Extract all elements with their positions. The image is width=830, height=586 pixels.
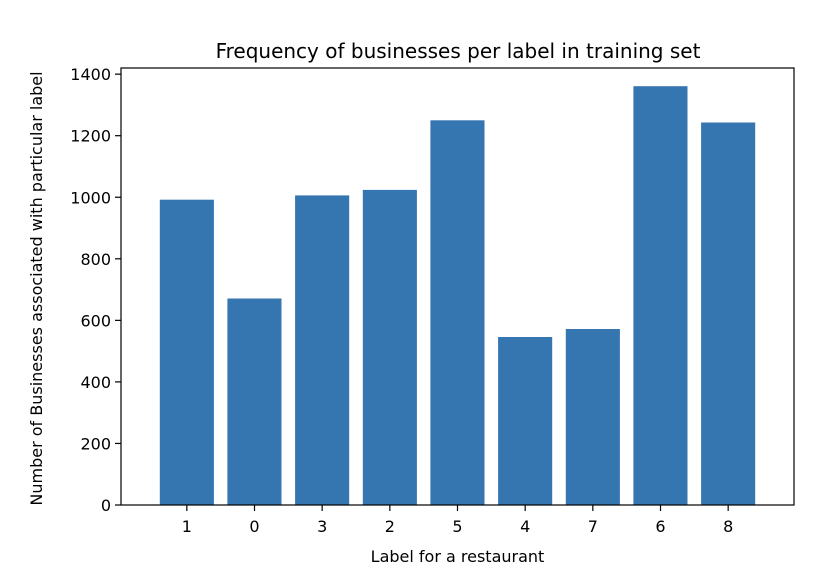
y-tick-label: 1200 xyxy=(70,127,111,146)
bar-label-7 xyxy=(565,329,620,505)
x-tick-label: 3 xyxy=(317,517,327,536)
bar-label-5 xyxy=(430,120,485,506)
bar-label-3 xyxy=(295,195,350,505)
y-tick-label: 1400 xyxy=(70,65,111,84)
y-tick-label: 400 xyxy=(80,373,111,392)
bar-label-4 xyxy=(498,337,553,505)
x-axis-label: Label for a restaurant xyxy=(371,547,545,566)
y-tick-label: 800 xyxy=(80,250,111,269)
bar-label-0 xyxy=(227,298,282,505)
y-tick-label: 1000 xyxy=(70,188,111,207)
x-axis-ticks: 1 0 3 2 5 4 7 6 8 xyxy=(182,505,733,536)
x-tick-label: 6 xyxy=(655,517,665,536)
y-axis-label: Number of Businesses associated with par… xyxy=(27,71,46,505)
bar-label-8 xyxy=(701,122,756,505)
bars-group xyxy=(159,86,756,506)
y-tick-label: 0 xyxy=(101,496,111,515)
bar-label-1 xyxy=(159,199,214,505)
x-tick-label: 4 xyxy=(520,517,530,536)
y-axis-ticks: 0 200 400 600 800 1000 1200 1400 xyxy=(70,65,121,515)
x-tick-label: 8 xyxy=(723,517,733,536)
chart-title: Frequency of businesses per label in tra… xyxy=(216,39,701,63)
bar-label-2 xyxy=(362,189,417,505)
x-tick-label: 2 xyxy=(385,517,395,536)
x-tick-label: 7 xyxy=(588,517,598,536)
y-tick-label: 600 xyxy=(80,311,111,330)
plot-frame xyxy=(120,67,795,506)
x-tick-label: 5 xyxy=(452,517,462,536)
x-tick-label: 1 xyxy=(182,517,192,536)
bar-label-6 xyxy=(633,86,688,505)
y-tick-label: 200 xyxy=(80,434,111,453)
x-tick-label: 0 xyxy=(249,517,259,536)
